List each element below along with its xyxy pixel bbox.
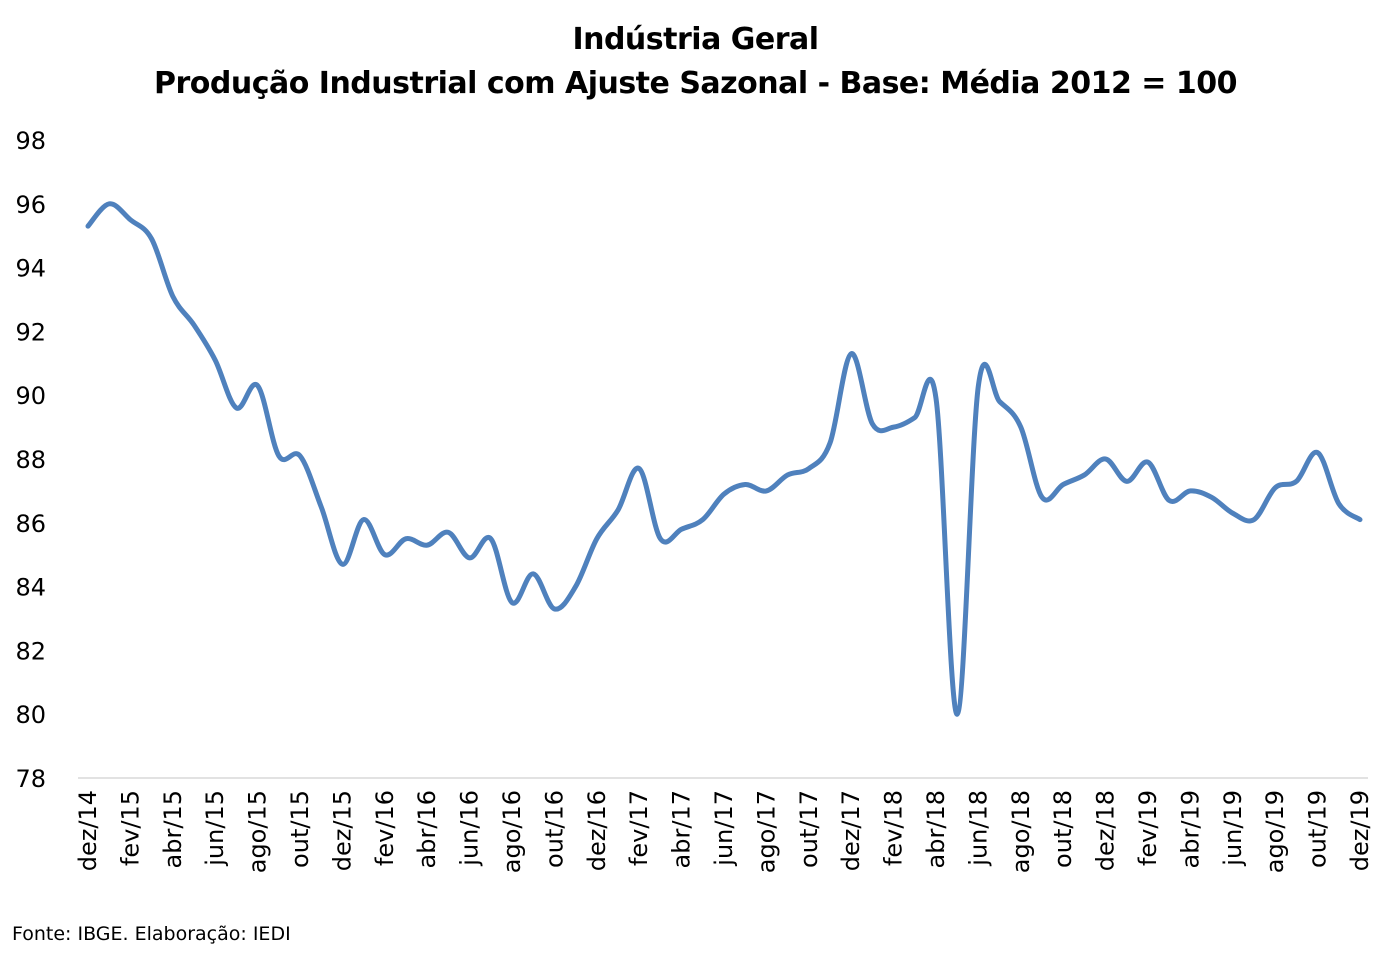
x-tick-label: fev/16 — [371, 790, 399, 866]
x-tick-label: fev/18 — [880, 790, 908, 866]
x-tick-label: ago/18 — [1007, 790, 1035, 873]
y-tick-label: 78 — [15, 765, 46, 793]
source-note: Fonte: IBGE. Elaboração: IEDI — [12, 923, 291, 945]
y-tick-label: 96 — [15, 191, 46, 219]
x-tick-label: out/17 — [795, 790, 823, 868]
y-tick-label: 90 — [15, 382, 46, 410]
y-tick-label: 82 — [15, 637, 46, 665]
x-tick-label: abr/16 — [413, 790, 441, 868]
series-line-industria-geral — [85, 201, 1363, 717]
x-tick-label: out/15 — [286, 790, 314, 868]
x-tick-label: jun/19 — [1219, 790, 1247, 867]
x-tick-label: jun/15 — [201, 790, 229, 867]
chart-title: Indústria Geral — [572, 22, 819, 57]
x-tick-label: ago/19 — [1261, 790, 1289, 873]
x-tick-label: ago/16 — [498, 790, 526, 873]
x-tick-label: jun/16 — [456, 790, 484, 867]
y-tick-label: 86 — [15, 510, 46, 538]
x-tick-label: ago/15 — [244, 790, 272, 873]
y-tick-label: 84 — [15, 574, 46, 602]
x-tick-label: jun/17 — [710, 790, 738, 867]
x-tick-label: abr/15 — [159, 790, 187, 868]
x-tick-label: fev/17 — [625, 790, 653, 866]
x-tick-label: fev/15 — [116, 790, 144, 866]
y-tick-label: 98 — [15, 127, 46, 155]
chart-subtitle: Produção Industrial com Ajuste Sazonal -… — [153, 66, 1238, 101]
x-tick-label: dez/18 — [1092, 790, 1120, 871]
x-tick-label: abr/18 — [922, 790, 950, 868]
x-tick-label: out/16 — [540, 790, 568, 868]
y-tick-label: 94 — [15, 255, 46, 283]
x-tick-label: dez/14 — [74, 790, 102, 871]
x-tick-label: dez/17 — [837, 790, 865, 871]
x-tick-label: ago/17 — [752, 790, 780, 873]
x-tick-label: jun/18 — [964, 790, 992, 867]
y-tick-label: 80 — [15, 701, 46, 729]
x-tick-label: dez/15 — [328, 790, 356, 871]
x-tick-label: dez/19 — [1346, 790, 1374, 871]
x-tick-label: out/19 — [1304, 790, 1332, 868]
x-tick-label: dez/16 — [583, 790, 611, 871]
x-tick-label: out/18 — [1049, 790, 1077, 868]
x-tick-label: fev/19 — [1134, 790, 1162, 866]
y-tick-label: 92 — [15, 318, 46, 346]
y-tick-label: 88 — [15, 446, 46, 474]
x-tick-label: abr/19 — [1176, 790, 1204, 868]
x-tick-label: abr/17 — [668, 790, 696, 868]
